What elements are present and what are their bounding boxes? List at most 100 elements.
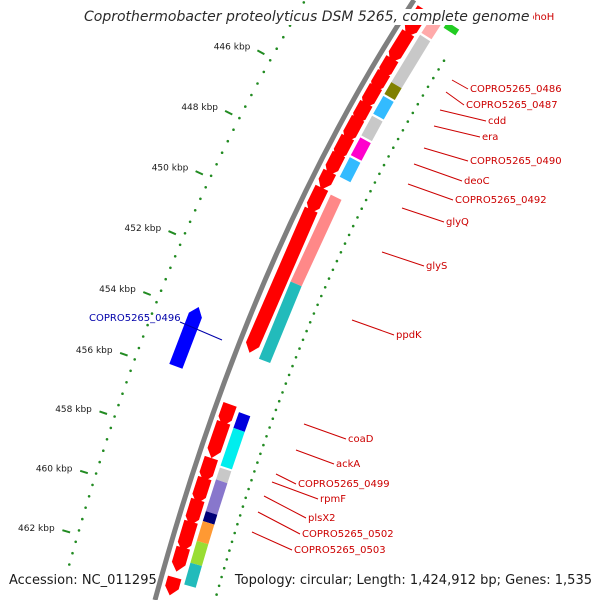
gene-label: COPRO5265_0492 bbox=[455, 195, 547, 206]
gene-leader-line bbox=[407, 183, 454, 201]
cog-category bbox=[190, 540, 209, 566]
skew-dot bbox=[233, 531, 236, 535]
skew-dot bbox=[253, 470, 256, 473]
gene-label: COPRO5265_0499 bbox=[298, 479, 390, 490]
cog-category bbox=[361, 115, 383, 142]
cds-forward bbox=[192, 475, 212, 504]
skew-dot bbox=[364, 198, 368, 202]
skew-dot bbox=[331, 268, 335, 272]
skew-dot bbox=[220, 575, 223, 579]
skew-dot bbox=[316, 303, 319, 307]
gc-dot bbox=[215, 163, 218, 166]
kbp-tick-label: 446 kbp bbox=[214, 43, 251, 53]
skew-dot bbox=[351, 224, 355, 228]
skew-dot bbox=[323, 286, 327, 289]
gene-label: COPRO5265_0503 bbox=[294, 545, 386, 556]
gc-dot bbox=[125, 381, 128, 384]
skew-dot bbox=[335, 259, 339, 263]
cog-category bbox=[216, 467, 232, 484]
gene-label: COPRO5265_0486 bbox=[470, 84, 562, 95]
skew-dot bbox=[271, 417, 275, 421]
cog-category bbox=[202, 511, 218, 525]
gc-dot bbox=[113, 415, 116, 418]
gene-leader-line bbox=[381, 251, 425, 267]
cog-category bbox=[184, 562, 202, 588]
gc-dot bbox=[137, 346, 141, 350]
skew-dot bbox=[215, 593, 218, 596]
skew-dot bbox=[291, 364, 294, 368]
gc-dot bbox=[77, 529, 81, 532]
gene-leader-line bbox=[303, 423, 347, 440]
skew-dot bbox=[421, 94, 425, 97]
gc-dot bbox=[173, 254, 177, 258]
cds-forward bbox=[218, 402, 237, 427]
gc-dot bbox=[71, 551, 74, 555]
gc-dot bbox=[87, 495, 91, 498]
gene-leader-line bbox=[451, 79, 469, 90]
skew-dot bbox=[312, 312, 316, 315]
gc-dot bbox=[275, 47, 279, 50]
skew-dot bbox=[230, 540, 234, 544]
cog-category bbox=[205, 479, 228, 515]
gc-dot bbox=[256, 82, 259, 85]
cds-forward bbox=[171, 545, 190, 572]
gene-leader-line bbox=[263, 495, 307, 519]
kbp-tick bbox=[195, 170, 204, 176]
gene-label: deoC bbox=[464, 176, 490, 187]
cds-forward bbox=[353, 99, 373, 125]
gc-dot bbox=[68, 563, 71, 566]
gc-dot bbox=[84, 506, 87, 510]
skew-dot bbox=[343, 242, 347, 245]
kbp-tick bbox=[224, 110, 233, 116]
cds-forward bbox=[333, 133, 355, 160]
gc-dot bbox=[91, 483, 94, 487]
cds-forward bbox=[207, 420, 231, 459]
skew-dot bbox=[241, 505, 245, 508]
gc-dot bbox=[183, 232, 187, 235]
kbp-tick bbox=[119, 351, 128, 357]
gc-dot bbox=[302, 1, 306, 4]
gc-dot bbox=[98, 460, 101, 464]
skew-dot bbox=[225, 558, 229, 561]
cog-category bbox=[350, 137, 371, 161]
gc-dot bbox=[133, 358, 136, 361]
skew-dot bbox=[392, 146, 395, 149]
skew-dot bbox=[437, 68, 440, 71]
gene-leader-line bbox=[275, 473, 297, 485]
gc-dot bbox=[159, 289, 163, 293]
cds-forward bbox=[343, 114, 365, 143]
gc-dot bbox=[121, 392, 124, 396]
skew-dot bbox=[396, 137, 400, 141]
cds-forward bbox=[177, 519, 198, 552]
skew-dot bbox=[347, 233, 351, 237]
skew-dot bbox=[320, 294, 323, 298]
gc-dot bbox=[102, 449, 105, 453]
gc-dot bbox=[238, 116, 241, 120]
gene-label: COPRO5265_0490 bbox=[470, 156, 562, 167]
cog-category bbox=[443, 21, 460, 36]
gene-features bbox=[165, 5, 460, 596]
skew-dot bbox=[262, 443, 265, 447]
cog-category bbox=[373, 95, 394, 120]
skew-dot bbox=[305, 329, 308, 333]
gc-dot bbox=[262, 70, 266, 74]
skew-dot bbox=[301, 338, 305, 342]
gene-label: glyS bbox=[426, 261, 447, 272]
skew-dot bbox=[360, 207, 364, 210]
skew-dot bbox=[287, 373, 291, 377]
kbp-tick-label: 448 kbp bbox=[181, 103, 218, 113]
gene-leader-line bbox=[401, 207, 445, 223]
gc-dot bbox=[226, 139, 230, 143]
skew-dot bbox=[411, 111, 415, 115]
gc-dot bbox=[150, 312, 154, 315]
gc-dot bbox=[204, 186, 207, 189]
gene-label: rpmF bbox=[320, 494, 346, 505]
kbp-tick-label: 452 kbp bbox=[125, 224, 162, 234]
skew-dot bbox=[238, 514, 242, 517]
cds-forward bbox=[325, 150, 346, 176]
gene-leader-line bbox=[271, 481, 319, 500]
kbp-tick-label: 460 kbp bbox=[36, 465, 73, 475]
gc-dot bbox=[146, 323, 149, 327]
